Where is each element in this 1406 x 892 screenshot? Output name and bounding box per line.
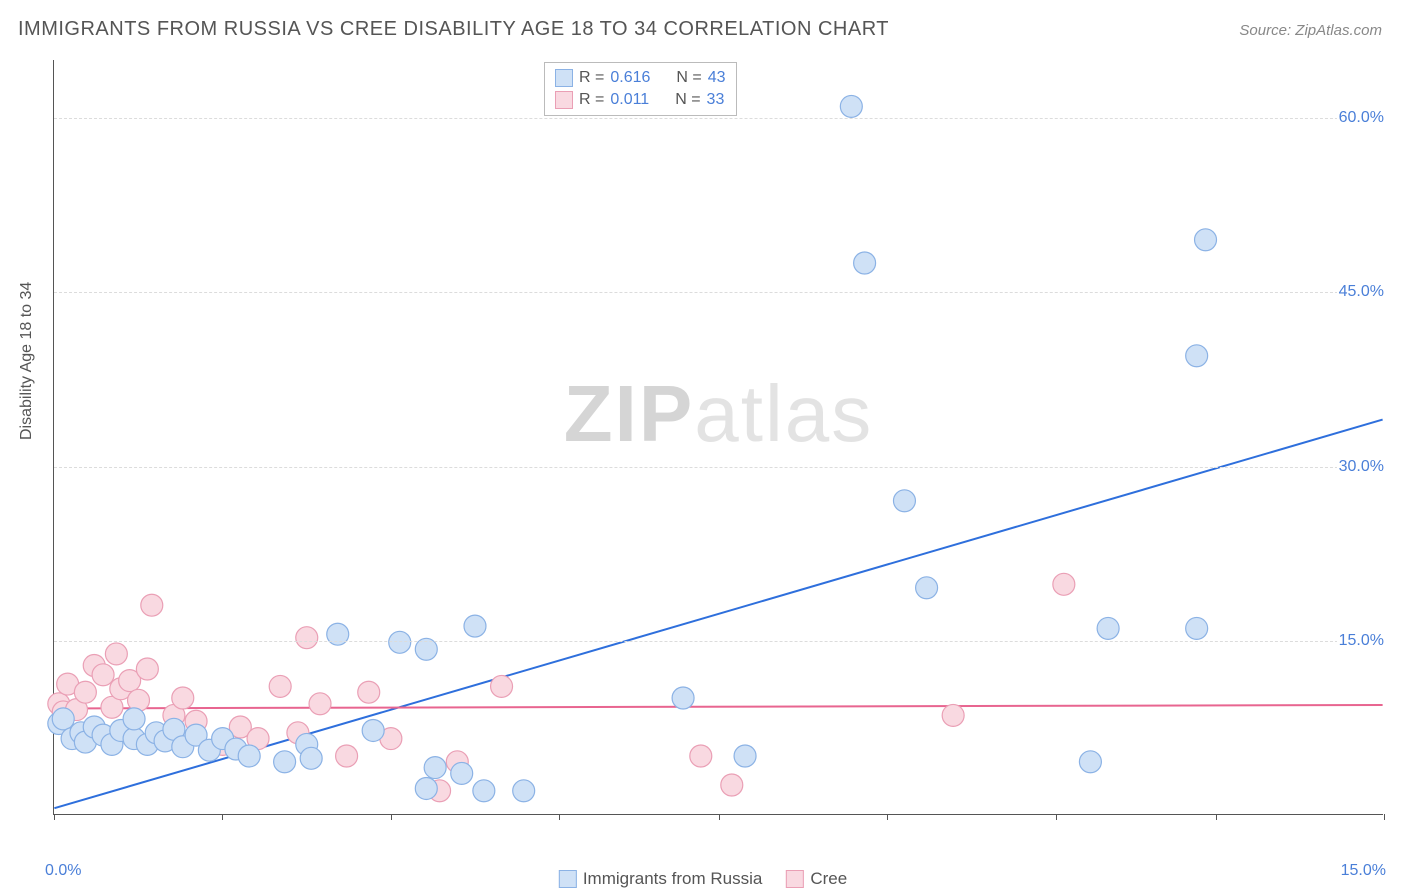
data-point [358, 681, 380, 703]
swatch-russia [559, 870, 577, 888]
x-tick [1216, 814, 1217, 820]
data-point [389, 631, 411, 653]
data-point [1079, 751, 1101, 773]
data-point [1097, 617, 1119, 639]
data-point [854, 252, 876, 274]
data-point [300, 747, 322, 769]
legend-label-cree: Cree [810, 869, 847, 889]
legend-item-russia: Immigrants from Russia [559, 869, 762, 889]
data-point [721, 774, 743, 796]
data-point [1195, 229, 1217, 251]
x-tick [719, 814, 720, 820]
data-point [274, 751, 296, 773]
legend-row: R = 0.011 N = 33 [555, 89, 726, 111]
x-tick [54, 814, 55, 820]
correlation-legend: R = 0.616 N = 43 R = 0.011 N = 33 [544, 62, 737, 116]
data-point [52, 708, 74, 730]
source-credit: Source: ZipAtlas.com [1239, 22, 1382, 39]
r-value: 0.616 [610, 67, 650, 89]
legend-label-russia: Immigrants from Russia [583, 869, 762, 889]
page-title: IMMIGRANTS FROM RUSSIA VS CREE DISABILIT… [18, 18, 889, 41]
data-point [916, 577, 938, 599]
data-point [336, 745, 358, 767]
data-point [309, 693, 331, 715]
x-max-label: 15.0% [1341, 862, 1386, 880]
gridline [54, 641, 1383, 642]
data-point [136, 658, 158, 680]
data-point [690, 745, 712, 767]
gridline [54, 118, 1383, 119]
y-tick-label: 60.0% [1337, 109, 1386, 127]
data-point [141, 594, 163, 616]
r-label: R = [579, 89, 604, 111]
data-point [1186, 617, 1208, 639]
swatch-icon [555, 91, 573, 109]
y-axis-label: Disability Age 18 to 34 [18, 282, 36, 440]
gridline [54, 467, 1383, 468]
source-value: ZipAtlas.com [1295, 22, 1382, 39]
data-point [672, 687, 694, 709]
chart-svg [54, 60, 1383, 814]
legend-item-cree: Cree [786, 869, 847, 889]
data-point [296, 627, 318, 649]
data-point [238, 745, 260, 767]
data-point [1053, 573, 1075, 595]
data-point [840, 95, 862, 117]
plot-area: ZIPatlas R =0.616N =43R =0.011N =33 15.0… [53, 60, 1383, 815]
data-point [105, 643, 127, 665]
data-point [415, 777, 437, 799]
data-point [123, 708, 145, 730]
data-point [327, 623, 349, 645]
data-point [491, 675, 513, 697]
data-point [269, 675, 291, 697]
n-value: 43 [708, 67, 726, 89]
x-tick [1384, 814, 1385, 820]
x-min-label: 0.0% [45, 862, 81, 880]
n-label: N = [676, 67, 701, 89]
x-tick [391, 814, 392, 820]
n-label: N = [675, 89, 700, 111]
data-point [942, 704, 964, 726]
r-value: 0.011 [610, 89, 649, 111]
legend-row: R = 0.616 N = 43 [555, 67, 726, 89]
data-point [451, 762, 473, 784]
source-label: Source: [1239, 22, 1295, 39]
data-point [172, 687, 194, 709]
r-label: R = [579, 67, 604, 89]
data-point [424, 757, 446, 779]
series-legend: Immigrants from Russia Cree [559, 869, 847, 889]
y-tick-label: 45.0% [1337, 283, 1386, 301]
x-tick [1056, 814, 1057, 820]
data-point [92, 664, 114, 686]
data-point [473, 780, 495, 802]
swatch-cree [786, 870, 804, 888]
x-tick [887, 814, 888, 820]
data-point [74, 681, 96, 703]
y-tick-label: 30.0% [1337, 458, 1386, 476]
data-point [734, 745, 756, 767]
data-point [893, 490, 915, 512]
data-point [464, 615, 486, 637]
n-value: 33 [707, 89, 725, 111]
swatch-icon [555, 69, 573, 87]
data-point [1186, 345, 1208, 367]
regression-line [54, 705, 1382, 708]
data-point [362, 719, 384, 741]
x-tick [559, 814, 560, 820]
gridline [54, 292, 1383, 293]
data-point [513, 780, 535, 802]
x-tick [222, 814, 223, 820]
y-tick-label: 15.0% [1337, 632, 1386, 650]
